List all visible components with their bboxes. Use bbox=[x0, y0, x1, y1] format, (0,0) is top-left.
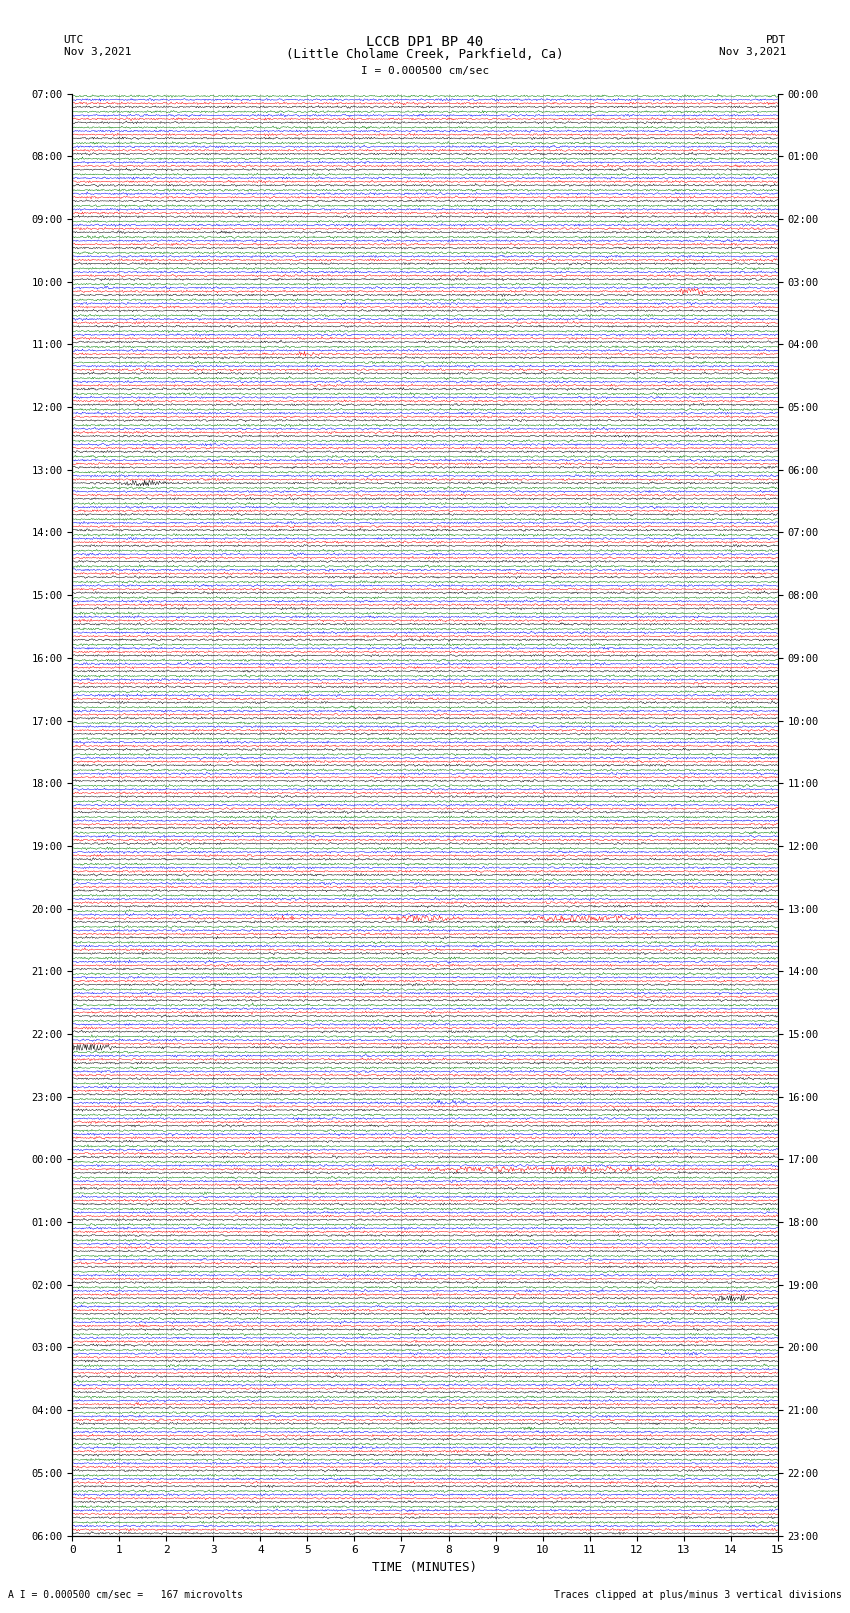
Text: Nov 3,2021: Nov 3,2021 bbox=[719, 47, 786, 56]
Text: LCCB DP1 BP 40: LCCB DP1 BP 40 bbox=[366, 35, 484, 50]
Text: UTC: UTC bbox=[64, 35, 84, 45]
X-axis label: TIME (MINUTES): TIME (MINUTES) bbox=[372, 1561, 478, 1574]
Text: (Little Cholame Creek, Parkfield, Ca): (Little Cholame Creek, Parkfield, Ca) bbox=[286, 48, 564, 61]
Text: PDT: PDT bbox=[766, 35, 786, 45]
Text: I = 0.000500 cm/sec: I = 0.000500 cm/sec bbox=[361, 66, 489, 76]
Text: Nov 3,2021: Nov 3,2021 bbox=[64, 47, 131, 56]
Text: A I = 0.000500 cm/sec =   167 microvolts: A I = 0.000500 cm/sec = 167 microvolts bbox=[8, 1590, 243, 1600]
Text: Traces clipped at plus/minus 3 vertical divisions: Traces clipped at plus/minus 3 vertical … bbox=[553, 1590, 842, 1600]
